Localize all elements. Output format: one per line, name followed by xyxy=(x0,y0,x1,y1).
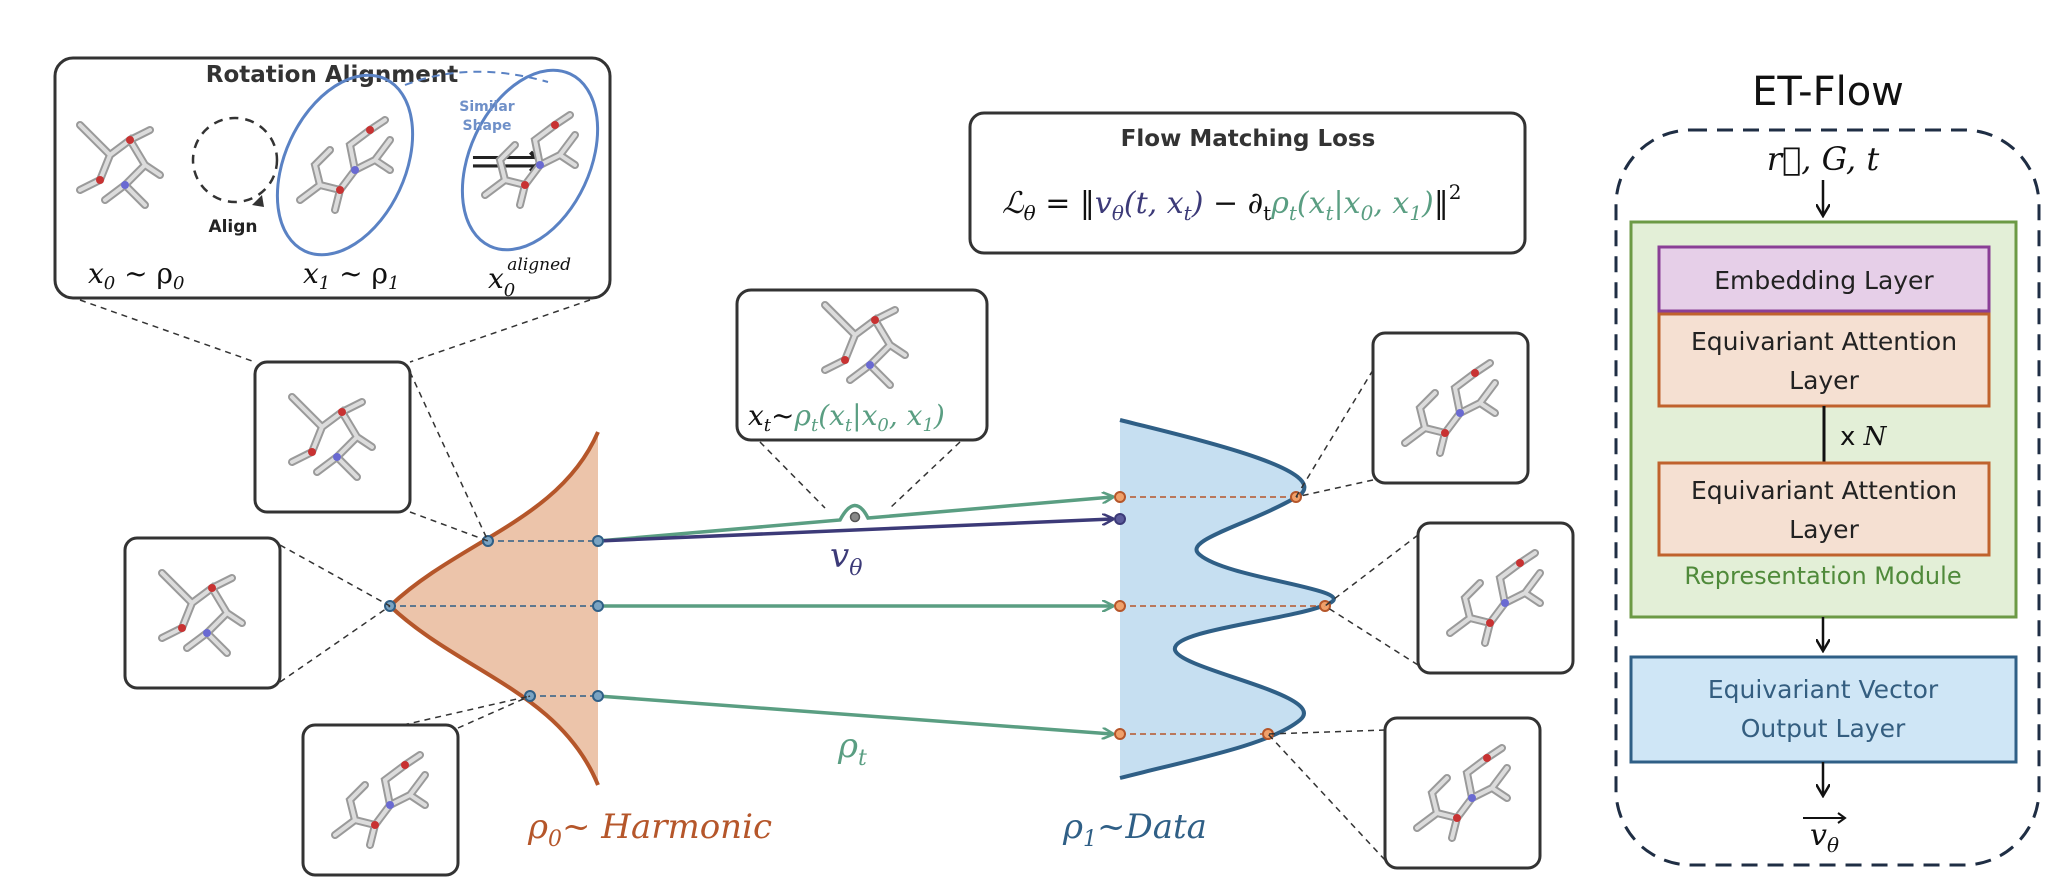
xt-sample-point xyxy=(849,511,861,523)
rotation-alignment-frame xyxy=(53,56,612,300)
flow-matching-title: Flow Matching Loss xyxy=(1121,126,1376,152)
flow-matching-loss-panel: Flow Matching Loss ℒθ = ‖vθ(t, xt) − ∂tρ… xyxy=(968,111,1527,255)
zoom-line xyxy=(1324,605,1419,666)
et-flow-architecture: ET-Flow r⃗, G, t Embedding Layer Equivar… xyxy=(1614,69,2041,867)
x0-aligned-label: x0aligned xyxy=(488,255,571,301)
output-layer-label-line1: Equivariant Vector xyxy=(1708,675,1939,704)
molecule-thumbnail-frame xyxy=(1383,716,1542,870)
et-flow-outline xyxy=(1614,128,2041,867)
align-label: Align xyxy=(208,217,257,237)
data-label: ρ1~Data xyxy=(1062,807,1207,852)
output-layer-label-line2: Output Layer xyxy=(1741,714,1906,743)
representation-module-label: Representation Module xyxy=(1684,562,1961,590)
zoom-line xyxy=(1324,534,1419,607)
xt-sample-panel: xt~ρt(xt|x0, x1) xyxy=(735,288,989,442)
equivariant-attention-box-2 xyxy=(1657,461,1991,557)
zoom-line xyxy=(457,695,531,729)
harmonic-label: ρ0~ Harmonic xyxy=(527,807,772,852)
et-flow-inputs: r⃗, G, t xyxy=(1767,140,1880,178)
xt-sample-frame xyxy=(735,288,989,442)
rotation-alignment-panel: Rotation Alignment Align ⟹ Similar Shape… xyxy=(53,56,612,301)
attention-label-2-line1: Equivariant Attention xyxy=(1691,476,1957,505)
sample-point xyxy=(592,535,604,547)
zoom-line xyxy=(889,441,961,509)
flow-path-top xyxy=(597,497,1112,543)
similar-shape-label-1: Similar xyxy=(459,99,515,115)
output-vector-arrowhead xyxy=(1837,812,1847,824)
embedding-layer-box xyxy=(1657,245,1991,313)
align-rotation-icon xyxy=(191,116,279,204)
x0-aligned-highlight-ellipse xyxy=(460,68,600,252)
sample-point xyxy=(592,600,604,612)
zoom-line xyxy=(402,695,531,726)
align-rotation-arrowhead xyxy=(252,195,264,207)
molecule-thumbnail-frame xyxy=(1371,331,1530,485)
x0-rho0-label: x0 ~ ρ0 xyxy=(88,257,184,294)
sample-point xyxy=(482,535,494,547)
molecule-thumbnail-frame xyxy=(253,360,412,514)
xt-distribution-label: xt~ρt(xt|x0, x1) xyxy=(748,399,945,436)
output-layer-box xyxy=(1629,655,2018,764)
data-density-fill xyxy=(1120,420,1334,778)
molecule-thumbnail-frame xyxy=(301,723,460,877)
zoom-line xyxy=(409,511,489,542)
flow-path-bottom xyxy=(597,694,1112,734)
predicted-point xyxy=(1114,513,1126,525)
sample-point xyxy=(592,690,604,702)
x1-rho1-label: x1 ~ ρ1 xyxy=(303,257,399,294)
attention-label-2-line2: Layer xyxy=(1789,515,1859,544)
flow-matching-equation: ℒθ = ‖vθ(t, xt) − ∂tρt(xt|x0, x1)‖2 xyxy=(1002,180,1462,225)
attention-label-1-line2: Layer xyxy=(1789,366,1859,395)
equivariant-attention-box-1 xyxy=(1657,312,1991,408)
flow-matching-frame xyxy=(968,111,1527,255)
v-theta-label: vθ xyxy=(830,536,862,581)
zoom-line xyxy=(1267,729,1386,735)
similar-shape-connector xyxy=(404,70,549,86)
x1-highlight-ellipse xyxy=(275,73,415,257)
zoom-line xyxy=(409,371,489,542)
data-distribution: ρ1~Data xyxy=(1062,418,1336,852)
molecule-thumbnail-frame xyxy=(123,536,282,690)
embedding-layer-label: Embedding Layer xyxy=(1714,266,1934,295)
zoom-line xyxy=(1295,479,1374,498)
molecule-thumbnail-frame xyxy=(1416,521,1575,675)
similar-shape-label-2: Shape xyxy=(462,118,511,134)
zoom-line xyxy=(409,299,591,363)
output-v-theta: vθ xyxy=(1810,818,1839,857)
zoom-line xyxy=(1267,733,1386,861)
v-theta-vector xyxy=(597,519,1112,543)
zoom-line xyxy=(1295,369,1374,498)
target-point xyxy=(1114,728,1126,740)
rotation-alignment-title: Rotation Alignment xyxy=(206,62,458,88)
zoom-line xyxy=(759,441,826,509)
zoom-line xyxy=(79,299,256,363)
zoom-line xyxy=(279,544,391,607)
rho-t-label: ρt xyxy=(837,726,867,771)
et-flow-title: ET-Flow xyxy=(1752,69,1904,115)
target-point xyxy=(1114,600,1126,612)
target-point xyxy=(1114,491,1126,503)
repeat-label: x N xyxy=(1840,422,1888,452)
attention-label-1-line1: Equivariant Attention xyxy=(1691,327,1957,356)
zoom-line xyxy=(279,605,391,683)
